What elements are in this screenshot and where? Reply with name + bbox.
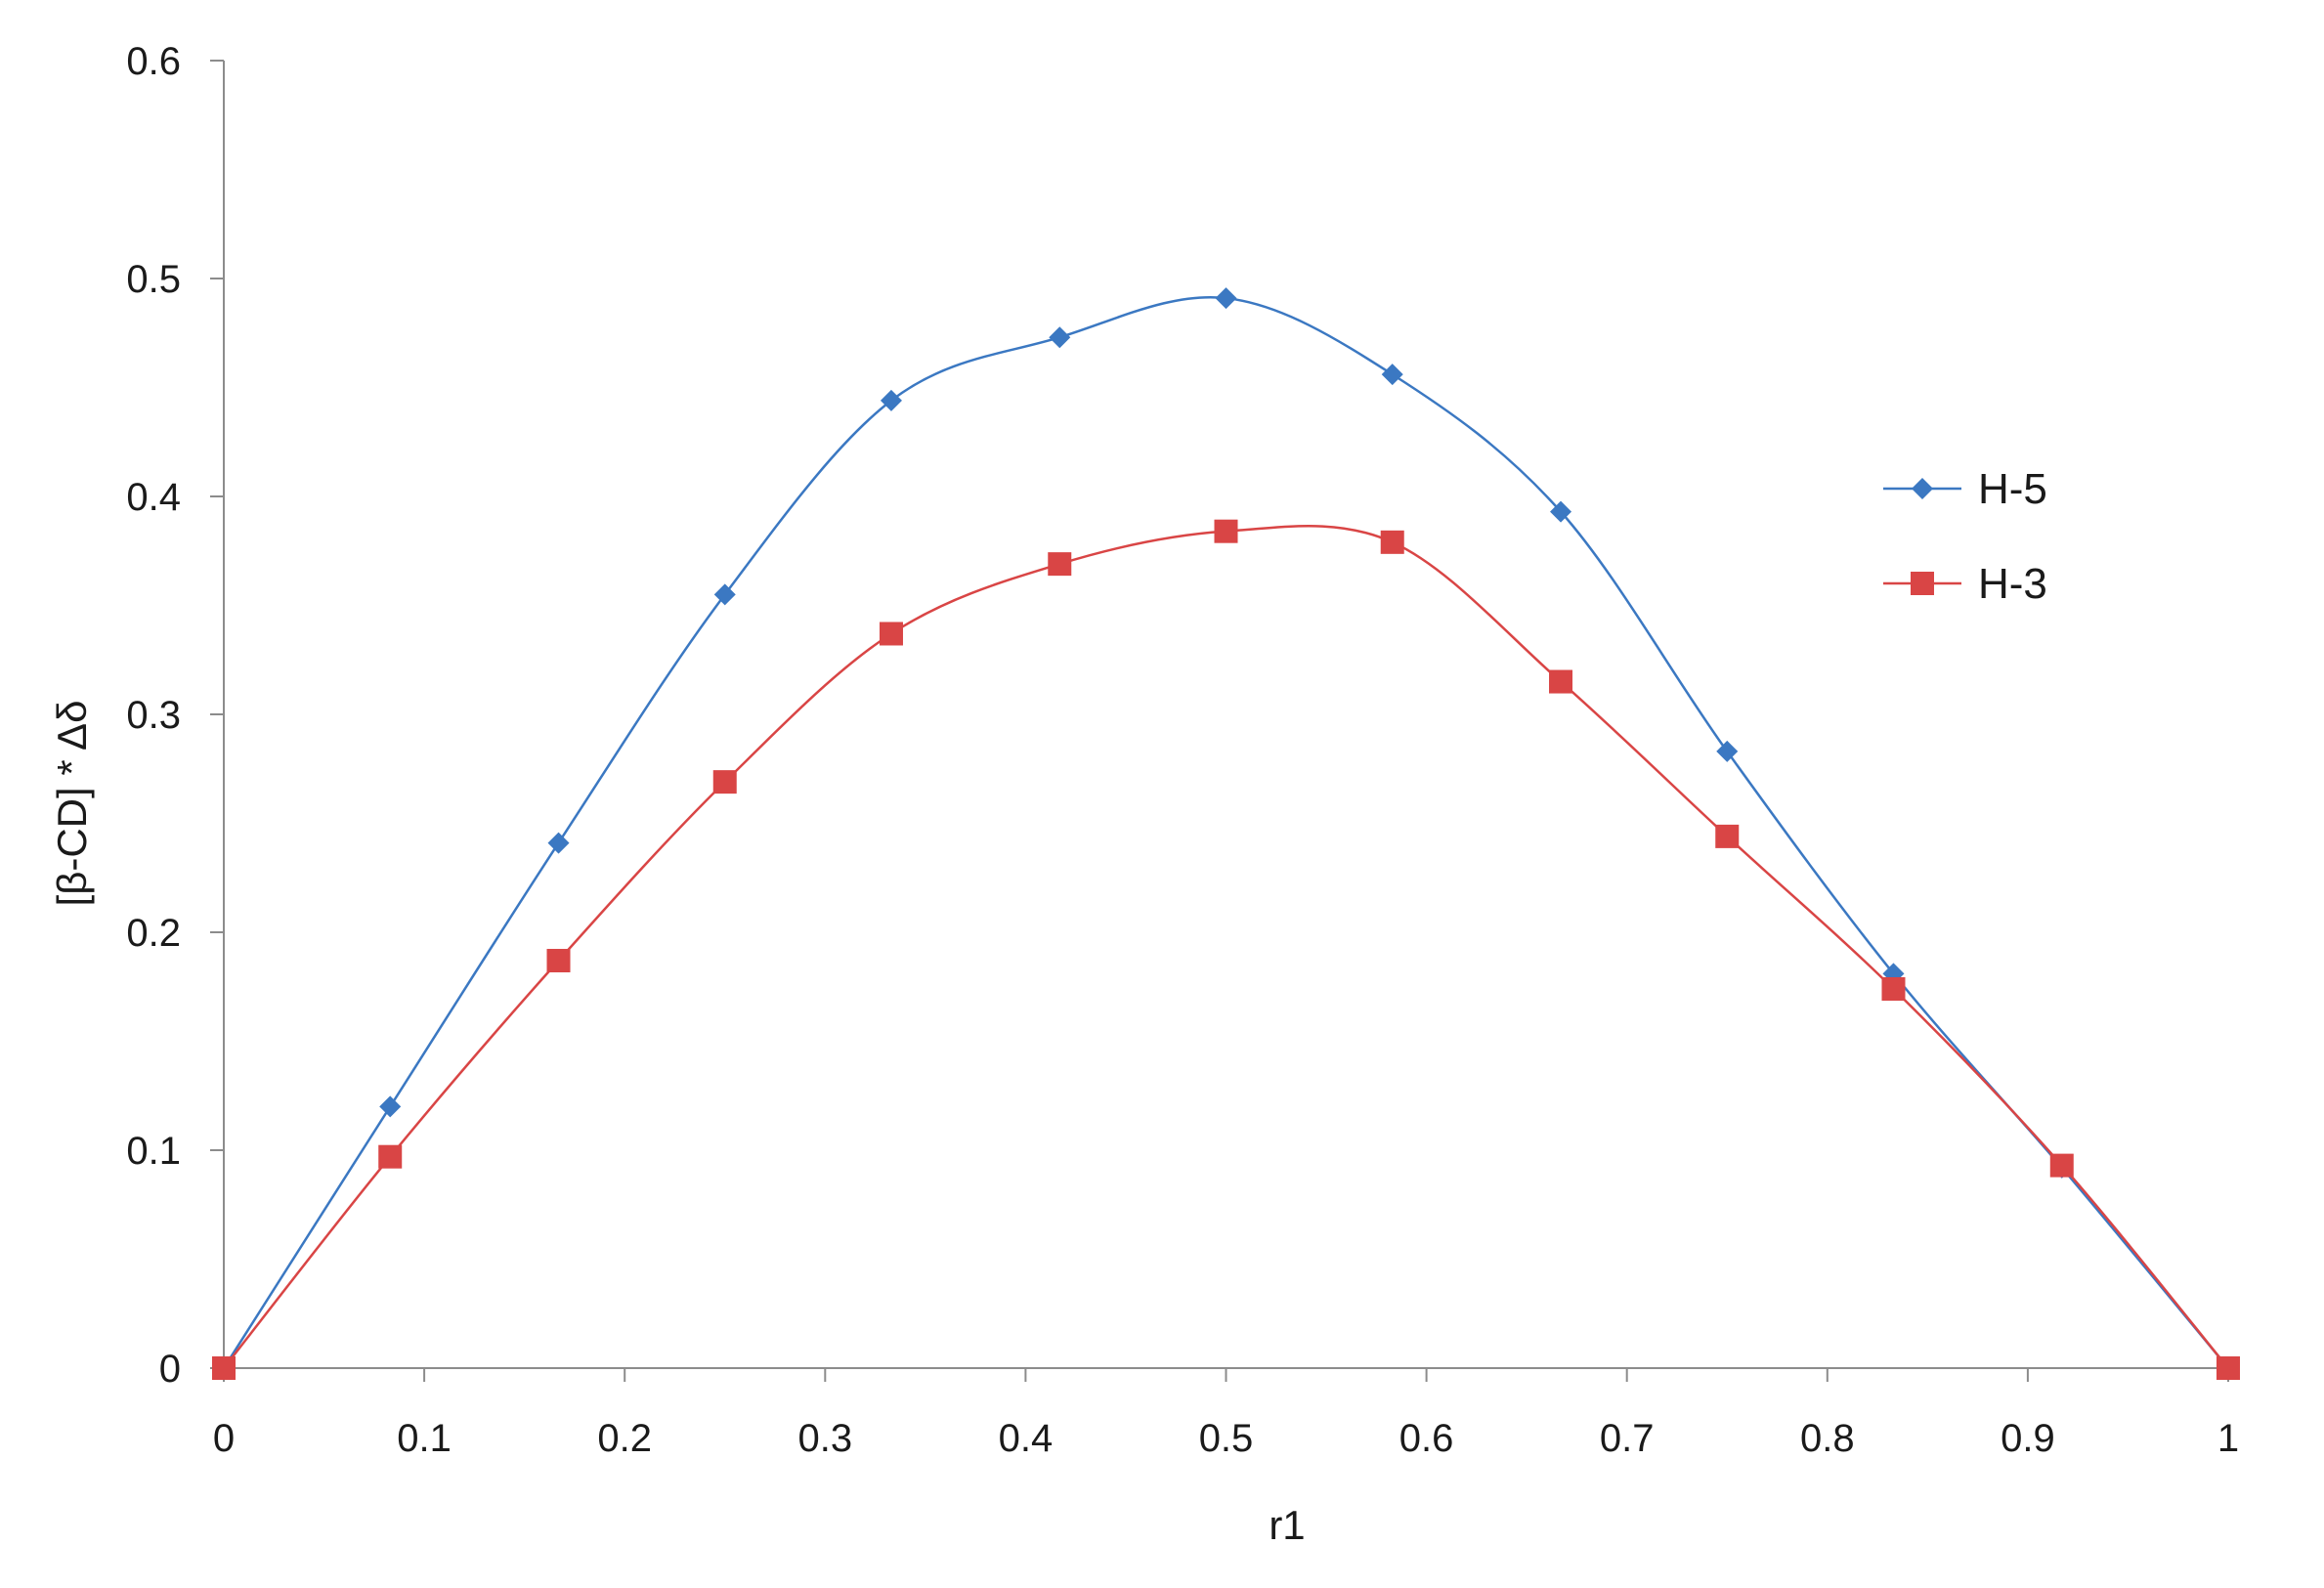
legend-marker-h3 bbox=[1911, 572, 1934, 595]
x-tick-label: 1 bbox=[2217, 1417, 2239, 1460]
data-point-h3 bbox=[378, 1144, 403, 1169]
data-point-h5 bbox=[1381, 364, 1403, 386]
y-tick-label: 0 bbox=[159, 1348, 181, 1391]
y-tick-label: 0.1 bbox=[126, 1130, 181, 1173]
y-tick-label: 0.6 bbox=[126, 40, 181, 83]
series-line-h5 bbox=[222, 295, 2229, 1369]
y-tick-label: 0.5 bbox=[126, 258, 181, 301]
legend: H-5 H-3 bbox=[1883, 465, 2047, 608]
y-tick-label: 0.4 bbox=[126, 476, 181, 519]
x-axis-title: r1 bbox=[1269, 1502, 1305, 1548]
series-lines bbox=[222, 295, 2229, 1369]
legend-marker-h5 bbox=[1912, 478, 1933, 499]
data-point-h5 bbox=[1716, 740, 1739, 762]
x-tick-label: 0.1 bbox=[397, 1417, 452, 1460]
data-point-h5 bbox=[1215, 287, 1237, 310]
data-point-h5 bbox=[1049, 326, 1071, 349]
legend-label-h5: H-5 bbox=[1978, 465, 2047, 513]
data-point-h3 bbox=[1715, 824, 1740, 848]
tick-labels: 0 0.1 0.2 0.3 0.4 0.5 0.6 0 0.1 0.2 0.3 0.4 0.5 0.6 0.… bbox=[126, 40, 2239, 1460]
data-point-h3 bbox=[1549, 669, 1573, 694]
y-axis-title: [β-CD] * Δδ bbox=[49, 701, 95, 907]
data-point-h5 bbox=[1550, 500, 1572, 523]
y-tick-label: 0.3 bbox=[126, 694, 181, 737]
data-point-h3 bbox=[212, 1356, 236, 1380]
y-tick-label: 0.2 bbox=[126, 912, 181, 955]
x-tick-label: 0.4 bbox=[999, 1417, 1054, 1460]
series-markers bbox=[212, 287, 2240, 1380]
data-point-h3 bbox=[1881, 976, 1906, 1001]
x-tick-label: 0.7 bbox=[1600, 1417, 1655, 1460]
data-point-h5 bbox=[713, 583, 736, 606]
x-tick-label: 0.5 bbox=[1199, 1417, 1254, 1460]
x-tick-label: 0.9 bbox=[2001, 1417, 2055, 1460]
data-point-h3 bbox=[2216, 1356, 2240, 1380]
x-tick-label: 0.6 bbox=[1399, 1417, 1454, 1460]
data-point-h3 bbox=[879, 622, 903, 646]
x-tick-label: 0 bbox=[213, 1417, 235, 1460]
legend-item-h5: H-5 bbox=[1883, 465, 2047, 513]
data-point-h3 bbox=[712, 770, 737, 794]
data-point-h3 bbox=[1214, 519, 1238, 543]
data-point-h3 bbox=[546, 948, 571, 972]
x-tick-label: 0.3 bbox=[797, 1417, 852, 1460]
x-tick-label: 0.2 bbox=[597, 1417, 652, 1460]
data-point-h5 bbox=[379, 1095, 402, 1118]
legend-label-h3: H-3 bbox=[1978, 560, 2047, 608]
series-line-h3 bbox=[223, 524, 2229, 1369]
data-point-h3 bbox=[1048, 552, 1072, 577]
legend-item-h3: H-3 bbox=[1883, 560, 2047, 608]
axes bbox=[210, 60, 2229, 1382]
data-point-h3 bbox=[2049, 1153, 2074, 1178]
data-point-h5 bbox=[880, 389, 902, 411]
x-tick-label: 0.8 bbox=[1800, 1417, 1855, 1460]
data-point-h3 bbox=[1380, 530, 1404, 554]
data-point-h5 bbox=[547, 832, 570, 854]
